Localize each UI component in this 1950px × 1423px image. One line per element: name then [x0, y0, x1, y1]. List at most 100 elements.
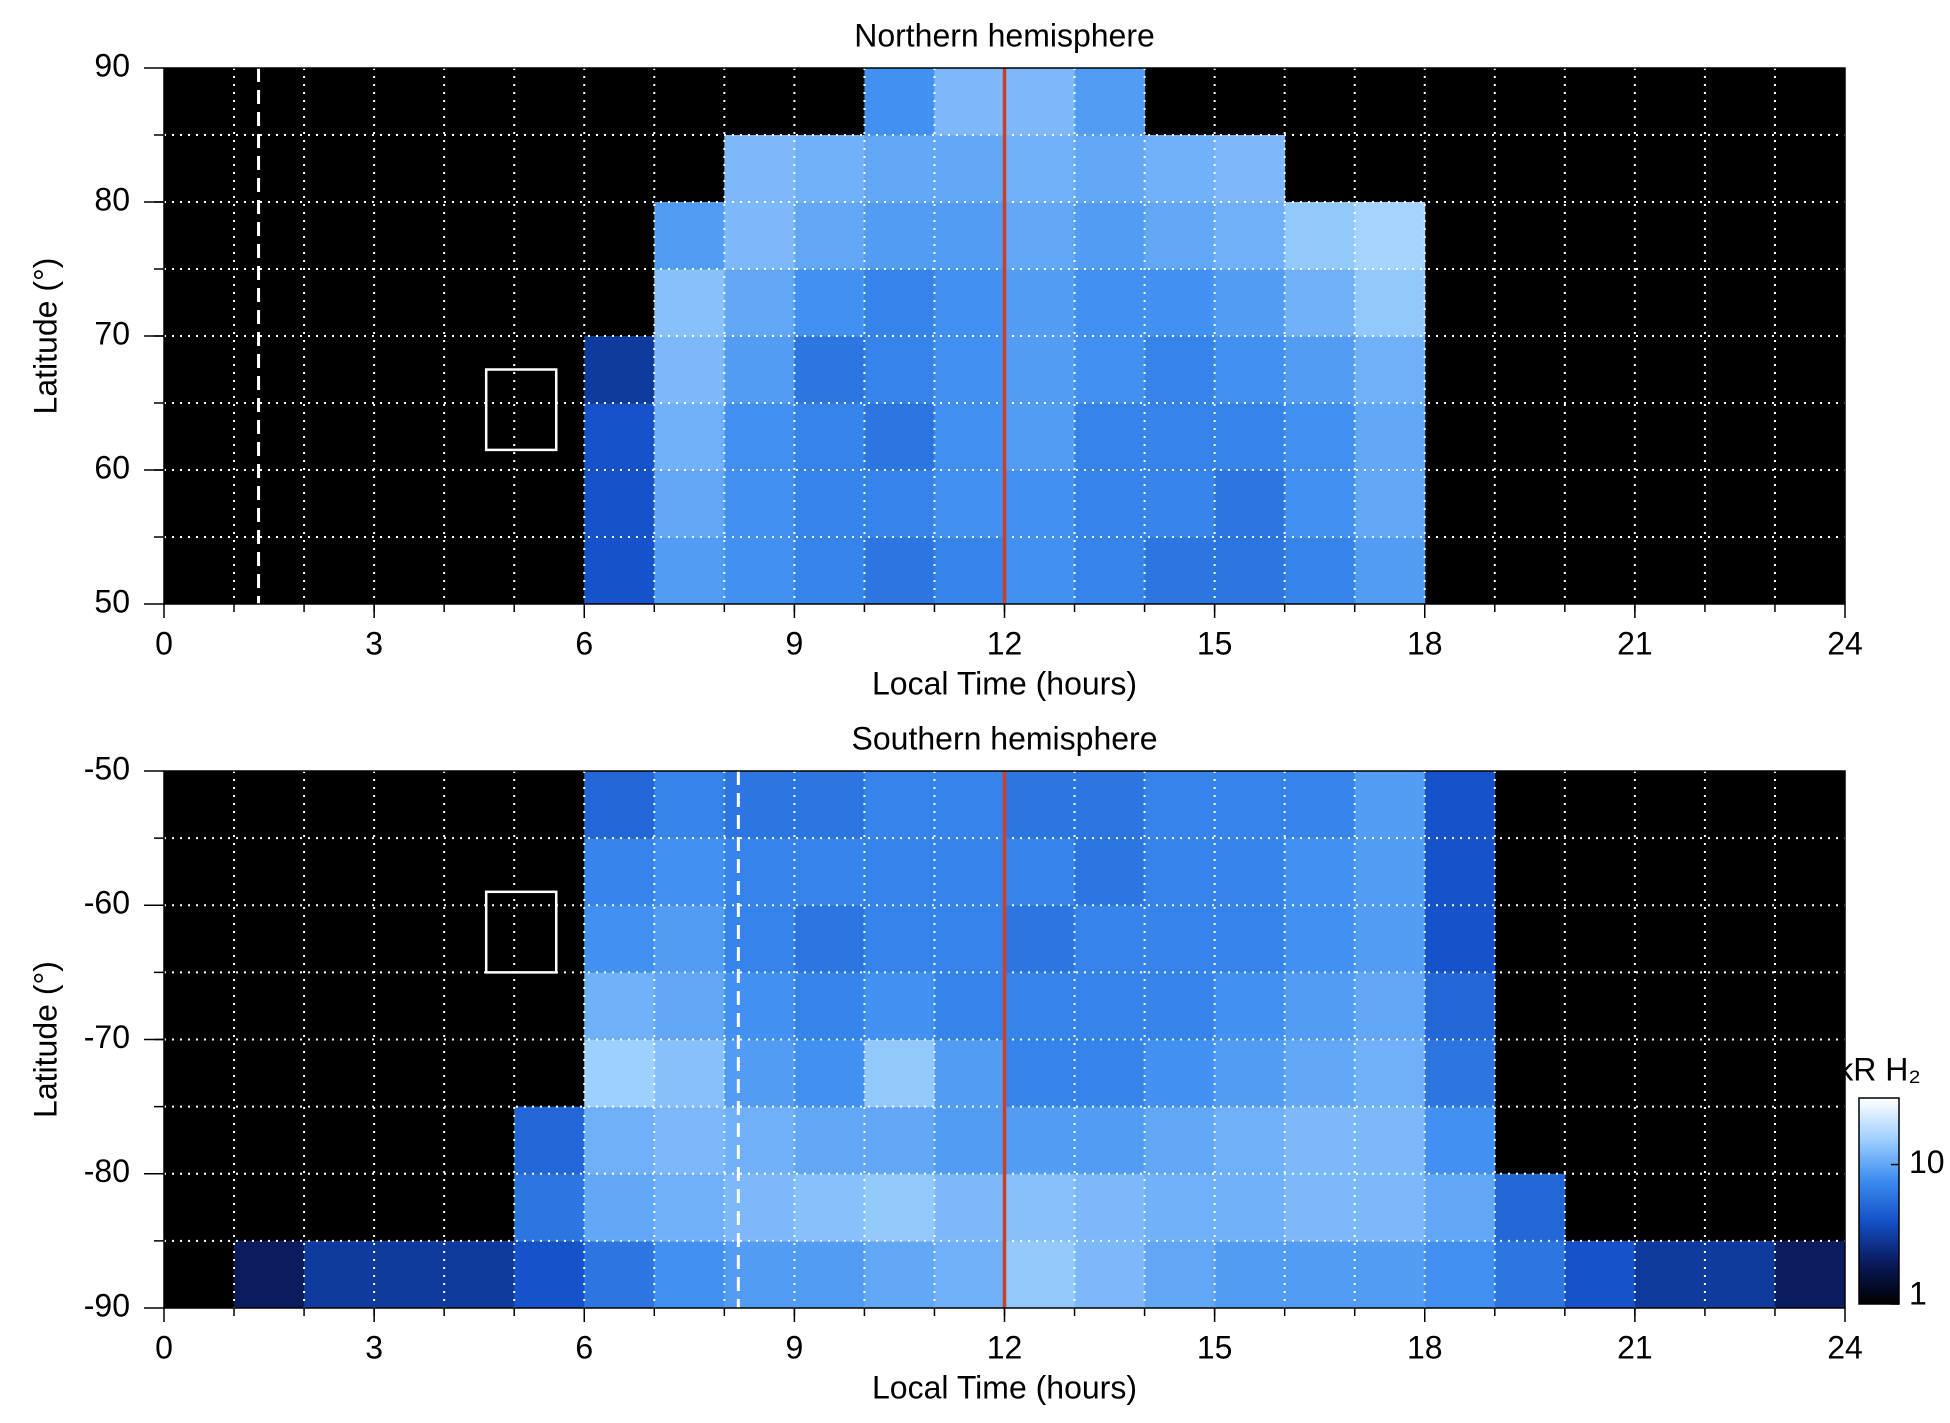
heat-cell — [934, 336, 1005, 404]
heat-cell — [794, 1173, 865, 1242]
heat-cell — [1284, 1173, 1356, 1242]
heat-cell — [794, 537, 865, 605]
heat-cell — [1074, 905, 1146, 973]
heat-cell — [1284, 1106, 1356, 1175]
heat-cell — [1354, 972, 1426, 1040]
heat-cell — [1494, 1240, 1566, 1309]
heat-cell — [1144, 202, 1216, 270]
heat-cell — [934, 202, 1005, 270]
heat-cell — [654, 1039, 725, 1108]
x-tick-label: 24 — [1827, 1329, 1863, 1365]
colorbar-tick-label: 1 — [1909, 1275, 1927, 1311]
heat-cell — [1354, 771, 1426, 839]
heat-cell — [724, 1039, 795, 1108]
heat-cell — [724, 269, 795, 337]
heat-cell — [1074, 771, 1146, 839]
heat-cell — [1214, 470, 1286, 538]
chart-title: Southern hemisphere — [852, 720, 1158, 756]
heat-cell — [934, 135, 1005, 203]
heat-cell — [654, 202, 725, 270]
heat-cell — [934, 838, 1005, 906]
heat-cell — [654, 470, 725, 538]
heat-cell — [444, 1240, 515, 1309]
heat-cell — [584, 972, 655, 1040]
heat-cell — [1144, 1240, 1216, 1309]
heat-cell — [584, 537, 655, 605]
heat-cell — [1284, 202, 1356, 270]
heat-cell — [514, 1173, 585, 1242]
heat-cell — [1074, 1039, 1146, 1108]
heat-cell — [724, 1240, 795, 1309]
heat-cell — [1004, 1173, 1076, 1242]
heat-cell — [1424, 1240, 1496, 1309]
heat-cell — [1074, 1173, 1146, 1242]
heat-cell — [794, 838, 865, 906]
heat-cell — [514, 1106, 585, 1175]
heat-cell — [1074, 403, 1146, 471]
heat-cell — [934, 1106, 1005, 1175]
heat-cell — [724, 403, 795, 471]
heat-cell — [1774, 1240, 1846, 1309]
chart-title: Northern hemisphere — [854, 17, 1155, 53]
heat-cell — [934, 269, 1005, 337]
x-tick-label: 0 — [155, 1329, 173, 1365]
heat-cell — [934, 403, 1005, 471]
colorbar — [1858, 1097, 1900, 1305]
x-tick-label: 12 — [987, 625, 1023, 661]
colorbar-tick-label: 10 — [1909, 1144, 1945, 1180]
heat-cell — [724, 905, 795, 973]
heat-cell — [794, 135, 865, 203]
heat-cell — [1424, 972, 1496, 1040]
heat-cell — [1214, 135, 1286, 203]
heat-cell — [1424, 905, 1496, 973]
heat-cell — [864, 1173, 935, 1242]
heat-cell — [1354, 537, 1426, 605]
heat-cell — [934, 1039, 1005, 1108]
heat-cell — [654, 403, 725, 471]
heat-cell — [1354, 269, 1426, 337]
y-tick-label: 80 — [94, 181, 130, 217]
heat-cell — [1074, 68, 1146, 136]
heat-cell — [1354, 1106, 1426, 1175]
heat-cell — [1144, 336, 1216, 404]
heat-cell — [794, 470, 865, 538]
heat-cell — [1284, 905, 1356, 973]
heat-cell — [1004, 905, 1076, 973]
heat-cell — [864, 905, 935, 973]
heat-cell — [864, 336, 935, 404]
heat-cell — [654, 269, 725, 337]
heat-cell — [794, 1039, 865, 1108]
heat-cell — [1074, 269, 1146, 337]
heat-cell — [1144, 269, 1216, 337]
heat-cell — [864, 838, 935, 906]
region-box — [484, 368, 558, 452]
heat-cell — [584, 470, 655, 538]
heat-cell — [1284, 336, 1356, 404]
heat-cell — [654, 1173, 725, 1242]
heat-cell — [1354, 202, 1426, 270]
heat-cell — [1284, 1039, 1356, 1108]
heat-cell — [794, 1240, 865, 1309]
y-axis-label: Latitude (°) — [27, 258, 63, 415]
heat-cell — [1004, 269, 1076, 337]
region-box — [484, 890, 558, 974]
heat-cell — [654, 771, 725, 839]
heat-cell — [1004, 336, 1076, 404]
heat-cell — [1214, 1106, 1286, 1175]
heat-cell — [1354, 470, 1426, 538]
heat-cell — [1354, 403, 1426, 471]
heat-cell — [724, 202, 795, 270]
y-tick-label: 50 — [94, 583, 130, 619]
heat-cell — [1074, 1106, 1146, 1175]
heat-cell — [1004, 838, 1076, 906]
heat-cell — [584, 1106, 655, 1175]
colorbar-label: kR H₂ — [1837, 1051, 1921, 1087]
heat-cell — [654, 972, 725, 1040]
heat-cell — [1144, 1173, 1216, 1242]
heat-cell — [794, 336, 865, 404]
heat-cell — [1074, 537, 1146, 605]
heat-cell — [864, 771, 935, 839]
heat-cell — [1634, 1240, 1706, 1309]
heat-cell — [934, 1173, 1005, 1242]
